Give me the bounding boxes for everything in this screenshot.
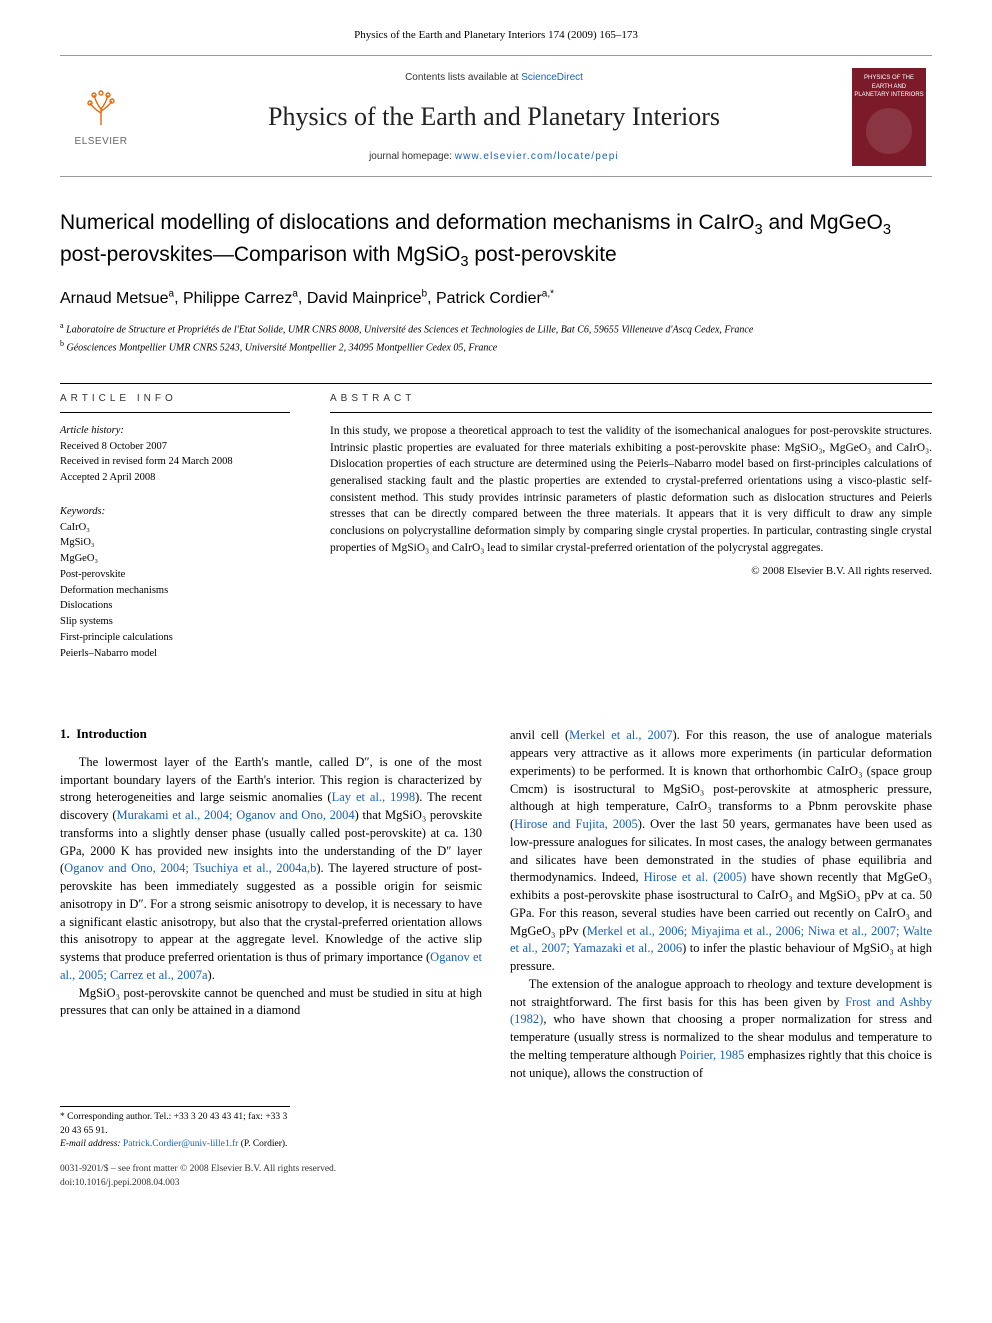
citation-link[interactable]: Lay et al., 1998 bbox=[332, 790, 416, 804]
history-line: Received in revised form 24 March 2008 bbox=[60, 454, 290, 470]
article-title: Numerical modelling of dislocations and … bbox=[60, 209, 932, 273]
history-heading: Article history: bbox=[60, 423, 290, 439]
journal-homepage-link[interactable]: www.elsevier.com/locate/pepi bbox=[455, 151, 619, 162]
keyword: Dislocations bbox=[60, 598, 290, 614]
corresponding-author-footnote: * Corresponding author. Tel.: +33 3 20 4… bbox=[60, 1106, 290, 1151]
citation-text: Physics of the Earth and Planetary Inter… bbox=[354, 29, 638, 41]
author: Arnaud Metsuea bbox=[60, 290, 174, 307]
section-heading-introduction: 1. Introduction bbox=[60, 725, 482, 743]
citation-link[interactable]: Hirose et al. (2005) bbox=[644, 870, 747, 884]
keyword: CaIrO₃ bbox=[60, 520, 290, 536]
history-line: Received 8 October 2007 bbox=[60, 439, 290, 455]
history-line: Accepted 2 April 2008 bbox=[60, 470, 290, 486]
citation-link[interactable]: Oganov and Ono, 2004; Tsuchiya et al., 2… bbox=[64, 861, 316, 875]
keyword: MgGeO₃ bbox=[60, 551, 290, 567]
citation-link[interactable]: Hirose and Fujita, 2005 bbox=[514, 817, 638, 831]
elsevier-logo[interactable]: ELSEVIER bbox=[66, 77, 136, 157]
author: Patrick Cordiera,* bbox=[436, 290, 554, 307]
article-info-column: article info Article history: Received 8… bbox=[60, 384, 290, 662]
doi-line: doi:10.1016/j.pepi.2008.04.003 bbox=[60, 1177, 932, 1190]
contents-available-line: Contents lists available at ScienceDirec… bbox=[146, 71, 842, 85]
front-matter-line: 0031-9201/$ – see front matter © 2008 El… bbox=[60, 1163, 932, 1176]
cover-title-text: PHYSICS OF THE EARTH AND PLANETARY INTER… bbox=[854, 74, 924, 99]
article-header-block: Numerical modelling of dislocations and … bbox=[0, 177, 992, 681]
keywords-block: Keywords: CaIrO₃MgSiO₃MgGeO₃Post-perovsk… bbox=[60, 504, 290, 662]
citation-link[interactable]: Poirier, 1985 bbox=[680, 1048, 745, 1062]
journal-cover-thumbnail[interactable]: PHYSICS OF THE EARTH AND PLANETARY INTER… bbox=[852, 68, 926, 166]
cover-globe-icon bbox=[866, 108, 912, 154]
keyword: Post-perovskite bbox=[60, 567, 290, 583]
abstract-column: abstract In this study, we propose a the… bbox=[330, 384, 932, 662]
author: Philippe Carreza bbox=[183, 290, 298, 307]
body-paragraph: The lowermost layer of the Earth's mantl… bbox=[60, 754, 482, 985]
keyword: Deformation mechanisms bbox=[60, 583, 290, 599]
body-paragraph: The extension of the analogue approach t… bbox=[510, 976, 932, 1083]
running-header: Physics of the Earth and Planetary Inter… bbox=[0, 0, 992, 51]
sciencedirect-link[interactable]: ScienceDirect bbox=[521, 72, 583, 83]
article-info-label: article info bbox=[60, 384, 290, 413]
journal-homepage-line: journal homepage: www.elsevier.com/locat… bbox=[146, 150, 842, 164]
keyword: First-principle calculations bbox=[60, 630, 290, 646]
corresponding-email-link[interactable]: Patrick.Cordier@univ-lille1.fr bbox=[123, 1139, 238, 1149]
citation-link[interactable]: Murakami et al., 2004; Oganov and Ono, 2… bbox=[116, 808, 354, 822]
affiliation: a Laboratoire de Structure et Propriétés… bbox=[60, 320, 932, 337]
keyword: MgSiO₃ bbox=[60, 535, 290, 551]
body-right-column: anvil cell (Merkel et al., 2007). For th… bbox=[510, 725, 932, 1082]
body-paragraph: anvil cell (Merkel et al., 2007). For th… bbox=[510, 727, 932, 976]
affiliations-list: a Laboratoire de Structure et Propriétés… bbox=[60, 320, 932, 355]
corresponding-tel-fax: * Corresponding author. Tel.: +33 3 20 4… bbox=[60, 1111, 290, 1138]
keyword: Peierls–Nabarro model bbox=[60, 646, 290, 662]
keyword: Slip systems bbox=[60, 614, 290, 630]
citation-link[interactable]: Merkel et al., 2007 bbox=[569, 728, 672, 742]
bottom-meta: 0031-9201/$ – see front matter © 2008 El… bbox=[0, 1151, 992, 1206]
authors-list: Arnaud Metsuea, Philippe Carreza, David … bbox=[60, 287, 932, 310]
journal-title: Physics of the Earth and Planetary Inter… bbox=[146, 99, 842, 135]
affiliation: b Géosciences Montpellier UMR CNRS 5243,… bbox=[60, 338, 932, 355]
elsevier-tree-icon bbox=[80, 85, 122, 133]
journal-banner: ELSEVIER Contents lists available at Sci… bbox=[60, 55, 932, 177]
banner-center: Contents lists available at ScienceDirec… bbox=[136, 71, 852, 163]
corresponding-email-line: E-mail address: Patrick.Cordier@univ-lil… bbox=[60, 1138, 290, 1151]
abstract-label: abstract bbox=[330, 384, 932, 413]
author: David Mainpriceb bbox=[307, 290, 427, 307]
body-left-column: 1. Introduction The lowermost layer of t… bbox=[60, 725, 482, 1082]
article-history: Article history: Received 8 October 2007… bbox=[60, 423, 290, 486]
body-two-column: 1. Introduction The lowermost layer of t… bbox=[0, 725, 992, 1082]
body-paragraph: MgSiO₃ post-perovskite cannot be quenche… bbox=[60, 985, 482, 1021]
abstract-copyright: © 2008 Elsevier B.V. All rights reserved… bbox=[330, 564, 932, 579]
abstract-text: In this study, we propose a theoretical … bbox=[330, 423, 932, 556]
keywords-heading: Keywords: bbox=[60, 504, 290, 520]
elsevier-wordmark: ELSEVIER bbox=[75, 135, 128, 149]
